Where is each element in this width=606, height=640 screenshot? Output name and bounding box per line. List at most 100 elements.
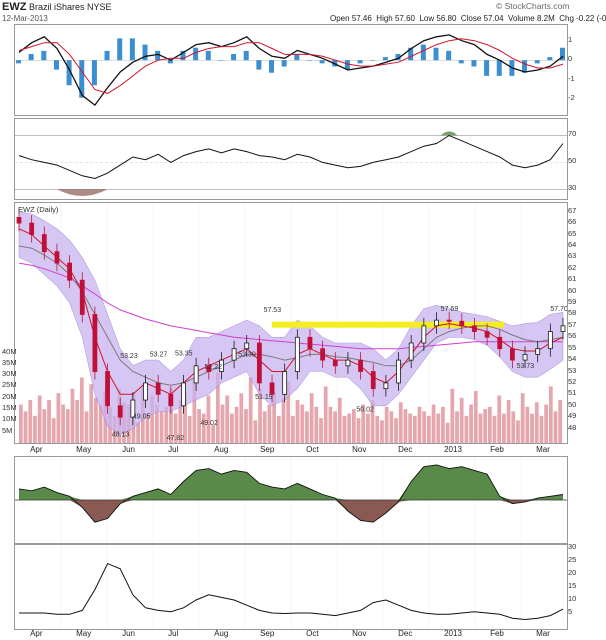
volume-bar	[244, 409, 248, 443]
candle-body	[269, 382, 275, 395]
lower-indicator-line	[19, 562, 564, 621]
low-value: 56.80	[436, 14, 457, 23]
volume-bar	[516, 420, 520, 443]
macd-histogram-bar	[458, 60, 464, 64]
month-label-top: Jun	[122, 445, 135, 454]
oscillator-line	[18, 464, 564, 523]
volume-bar	[150, 395, 155, 443]
candle-body	[408, 342, 414, 361]
volume-bar	[492, 415, 497, 443]
rsi-tick-label: 50	[568, 156, 577, 166]
price-annotation: 57.70	[550, 306, 567, 313]
lower-tick-label: 5	[568, 607, 573, 616]
macd-histogram-bar	[155, 50, 161, 61]
macd-histogram-bar	[344, 60, 350, 70]
macd-histogram-bar	[496, 60, 502, 76]
volume-bar	[295, 400, 300, 443]
oscillator-svg	[15, 457, 567, 543]
macd-histogram-bar	[218, 60, 224, 61]
lower-tick-label: 30	[568, 542, 577, 551]
header-left: EWZ Brazil iShares NYSE	[2, 1, 112, 13]
macd-histogram-bar	[167, 60, 173, 64]
candle-body	[459, 320, 465, 327]
macd-histogram-bar	[142, 44, 148, 61]
macd-histogram-bar	[256, 60, 262, 70]
month-label-bottom: Nov	[352, 629, 367, 638]
price-tick-label: 50	[568, 399, 577, 409]
candle-body	[484, 331, 490, 338]
candle-body	[168, 393, 174, 407]
volume-bar	[427, 415, 431, 443]
candle-body	[320, 348, 326, 361]
price-svg: 57.53 57.69 57.70 53.23 53.27 53.35 52.22 53.30…	[16, 203, 568, 443]
price-annotation: 48.13	[112, 432, 130, 439]
volume-bar	[497, 395, 502, 443]
oscillator-positive-area	[19, 464, 563, 500]
macd-histogram-bar	[306, 60, 312, 61]
macd-line	[18, 34, 564, 107]
candle-body	[307, 336, 313, 350]
volume-tick-label: 15M	[2, 403, 17, 413]
macd-histogram-bar	[484, 60, 490, 76]
close-value: 57.04	[483, 14, 504, 23]
volume-bar	[314, 406, 319, 443]
candle-body	[497, 336, 503, 350]
bollinger-band	[18, 211, 564, 435]
volume-bar	[145, 413, 150, 443]
month-label-bottom: Dec	[398, 629, 413, 638]
close-label: Close	[460, 14, 482, 23]
candle-body	[421, 325, 427, 344]
month-label-bottom: 2013	[444, 629, 462, 638]
month-label-top: Dec	[398, 445, 413, 454]
month-label-top: Nov	[352, 445, 367, 454]
price-tick-label: 54	[568, 354, 577, 364]
candle-body	[244, 342, 250, 350]
volume-bar	[23, 411, 28, 443]
candle-body	[547, 331, 553, 350]
price-tick-label: 53	[568, 365, 577, 375]
month-label-bottom: Apr	[30, 629, 43, 638]
macd-signal-line	[18, 38, 564, 94]
macd-histogram-bar	[269, 60, 275, 73]
volume-bar	[558, 400, 563, 443]
volume-bar	[300, 404, 305, 443]
price-tick-label: 62	[568, 262, 577, 272]
candle-body	[535, 348, 541, 355]
macd-histogram-bar	[117, 38, 123, 61]
candle-body	[67, 262, 73, 281]
volume-bar	[342, 415, 347, 443]
candle-body	[446, 319, 452, 322]
price-panel-title: EWZ (Daily)	[18, 205, 59, 214]
volume-bar	[173, 413, 178, 443]
volume-bar	[417, 406, 422, 443]
volume-bar	[159, 411, 164, 443]
volume-bar	[380, 420, 384, 443]
volume-bar	[502, 413, 506, 443]
candle-body	[206, 365, 212, 372]
volume-bar	[84, 411, 89, 443]
volume-bar	[178, 400, 183, 443]
lower-tick-label: 10	[568, 594, 577, 603]
volume-bar	[553, 411, 558, 443]
volume-bar	[483, 409, 488, 443]
volume-bar	[389, 411, 394, 443]
volume-bar	[70, 388, 75, 443]
volume-bar	[441, 406, 445, 443]
candle-body	[92, 314, 98, 372]
volume-bar	[408, 413, 412, 443]
price-annotation: 47.82	[167, 435, 185, 442]
volume-bar	[487, 406, 492, 443]
candle-body	[472, 325, 477, 332]
volume-bar	[459, 397, 464, 443]
candle-body	[79, 279, 85, 315]
rsi-oversold-area	[56, 189, 108, 196]
macd-histogram-bar	[534, 60, 540, 64]
volume-bar	[347, 413, 352, 443]
volume-bar	[455, 411, 459, 443]
candle-body	[130, 399, 136, 418]
lower-tick-label: 25	[568, 555, 577, 564]
volume-bar	[239, 393, 244, 443]
volume-bar	[548, 386, 553, 443]
volume-bar	[422, 411, 427, 443]
volume-bar	[276, 415, 281, 443]
